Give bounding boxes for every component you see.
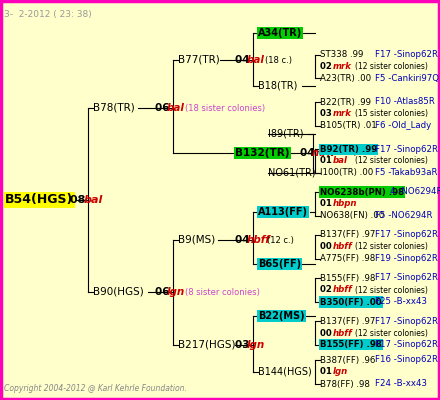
Text: 04: 04 xyxy=(300,148,318,158)
Text: 04: 04 xyxy=(235,55,253,65)
Text: mrk: mrk xyxy=(333,62,352,71)
Text: hbpn: hbpn xyxy=(333,200,357,208)
Text: bal: bal xyxy=(84,195,103,205)
Text: F17 -Sinop62R: F17 -Sinop62R xyxy=(375,317,438,326)
Text: I100(TR) .00: I100(TR) .00 xyxy=(320,168,373,177)
Text: B65(FF): B65(FF) xyxy=(258,259,301,269)
Text: 02: 02 xyxy=(320,286,335,294)
Text: 01: 01 xyxy=(320,368,335,376)
Text: B90(HGS): B90(HGS) xyxy=(93,287,144,297)
Text: (18 c.): (18 c.) xyxy=(265,56,292,64)
Text: (12 sister colonies): (12 sister colonies) xyxy=(355,242,428,251)
Text: 06: 06 xyxy=(155,287,173,297)
Text: hbff: hbff xyxy=(333,242,353,251)
Text: I89(TR): I89(TR) xyxy=(268,129,304,139)
Text: 4 -NO6294R: 4 -NO6294R xyxy=(390,188,440,196)
Text: B22(TR) .99: B22(TR) .99 xyxy=(320,98,371,106)
Text: (12 sister colonies): (12 sister colonies) xyxy=(355,286,428,294)
Text: B137(FF) .97: B137(FF) .97 xyxy=(320,317,375,326)
Text: 03: 03 xyxy=(320,109,335,118)
Text: hbff: hbff xyxy=(333,329,353,338)
Text: (12 c.): (12 c.) xyxy=(267,236,294,244)
Text: F24 -B-xx43: F24 -B-xx43 xyxy=(375,380,427,388)
Text: mrk: mrk xyxy=(333,109,352,118)
Text: F17 -Sinop62R: F17 -Sinop62R xyxy=(375,274,438,282)
Text: NO6238b(PN) .98: NO6238b(PN) .98 xyxy=(320,188,404,196)
Text: 04: 04 xyxy=(235,235,253,245)
Text: B105(TR) .01: B105(TR) .01 xyxy=(320,121,377,130)
Text: B77(TR): B77(TR) xyxy=(178,55,220,65)
Text: F5 -Takab93aR: F5 -Takab93aR xyxy=(375,168,437,177)
Text: (8 sister colonies): (8 sister colonies) xyxy=(185,288,260,296)
Text: lgn: lgn xyxy=(247,340,265,350)
Text: F25 -B-xx43: F25 -B-xx43 xyxy=(375,298,427,306)
Text: NO61(TR): NO61(TR) xyxy=(268,168,315,178)
Text: 01: 01 xyxy=(320,156,335,165)
Text: B92(TR) .99: B92(TR) .99 xyxy=(320,145,377,154)
Text: B78(TR): B78(TR) xyxy=(93,103,135,113)
Text: (15 c.): (15 c.) xyxy=(330,148,357,157)
Text: hbff: hbff xyxy=(247,235,271,245)
Text: A34(TR): A34(TR) xyxy=(258,28,302,38)
Text: lgn: lgn xyxy=(333,368,348,376)
Text: mrk: mrk xyxy=(312,148,335,158)
Text: lgn: lgn xyxy=(167,287,185,297)
Text: F17 -Sinop62R: F17 -Sinop62R xyxy=(375,50,438,59)
Text: F16 -Sinop62R: F16 -Sinop62R xyxy=(375,356,438,364)
Text: bal: bal xyxy=(247,55,265,65)
Text: 01: 01 xyxy=(320,200,335,208)
Text: B18(TR): B18(TR) xyxy=(258,81,297,91)
Text: bal: bal xyxy=(333,156,348,165)
Text: A23(TR) .00: A23(TR) .00 xyxy=(320,74,371,83)
Text: B155(FF) .98: B155(FF) .98 xyxy=(320,340,382,349)
Text: (12 sister colonies): (12 sister colonies) xyxy=(355,156,428,165)
Text: B144(HGS): B144(HGS) xyxy=(258,367,312,377)
Text: B22(MS): B22(MS) xyxy=(258,311,304,321)
Text: B132(TR): B132(TR) xyxy=(235,148,290,158)
Text: F10 -Atlas85R: F10 -Atlas85R xyxy=(375,98,435,106)
Text: 08: 08 xyxy=(70,195,89,205)
Text: (12 sister colonies): (12 sister colonies) xyxy=(355,329,428,338)
Text: 00: 00 xyxy=(320,329,335,338)
Text: A775(FF) .98: A775(FF) .98 xyxy=(320,254,375,263)
Text: F17 -Sinop62R: F17 -Sinop62R xyxy=(375,230,438,239)
Text: ST338 .99: ST338 .99 xyxy=(320,50,363,59)
Text: F6 -Old_Lady: F6 -Old_Lady xyxy=(375,121,431,130)
Text: 03: 03 xyxy=(235,340,253,350)
Text: B9(MS): B9(MS) xyxy=(178,235,215,245)
Text: B54(HGS): B54(HGS) xyxy=(5,194,73,206)
Text: (15 sister colonies): (15 sister colonies) xyxy=(355,109,428,118)
Text: F17 -Sinop62R: F17 -Sinop62R xyxy=(375,340,438,349)
Text: B137(FF) .97: B137(FF) .97 xyxy=(320,230,375,239)
Text: Copyright 2004-2012 @ Karl Kehrle Foundation.: Copyright 2004-2012 @ Karl Kehrle Founda… xyxy=(4,384,187,393)
Text: F17 -Sinop62R: F17 -Sinop62R xyxy=(375,145,438,154)
Text: bal: bal xyxy=(167,103,185,113)
Text: B155(FF) .98: B155(FF) .98 xyxy=(320,274,375,282)
Text: F5 -Cankiri97Q: F5 -Cankiri97Q xyxy=(375,74,439,83)
Text: 3-  2-2012 ( 23: 38): 3- 2-2012 ( 23: 38) xyxy=(4,10,92,19)
Text: NO638(FN) .00: NO638(FN) .00 xyxy=(320,211,384,220)
Text: 02: 02 xyxy=(320,62,335,71)
Text: 00: 00 xyxy=(320,242,335,251)
Text: B217(HGS): B217(HGS) xyxy=(178,340,235,350)
Text: (12 sister colonies): (12 sister colonies) xyxy=(355,62,428,71)
Text: B387(FF) .96: B387(FF) .96 xyxy=(320,356,375,364)
Text: F5 -NO6294R: F5 -NO6294R xyxy=(375,211,433,220)
Text: B78(FF) .98: B78(FF) .98 xyxy=(320,380,370,388)
Text: F19 -Sinop62R: F19 -Sinop62R xyxy=(375,254,438,263)
Text: A113(FF): A113(FF) xyxy=(258,207,308,217)
Text: hbff: hbff xyxy=(333,286,353,294)
Text: (18 sister colonies): (18 sister colonies) xyxy=(185,104,265,112)
Text: 06: 06 xyxy=(155,103,173,113)
Text: B350(FF) .00: B350(FF) .00 xyxy=(320,298,381,306)
